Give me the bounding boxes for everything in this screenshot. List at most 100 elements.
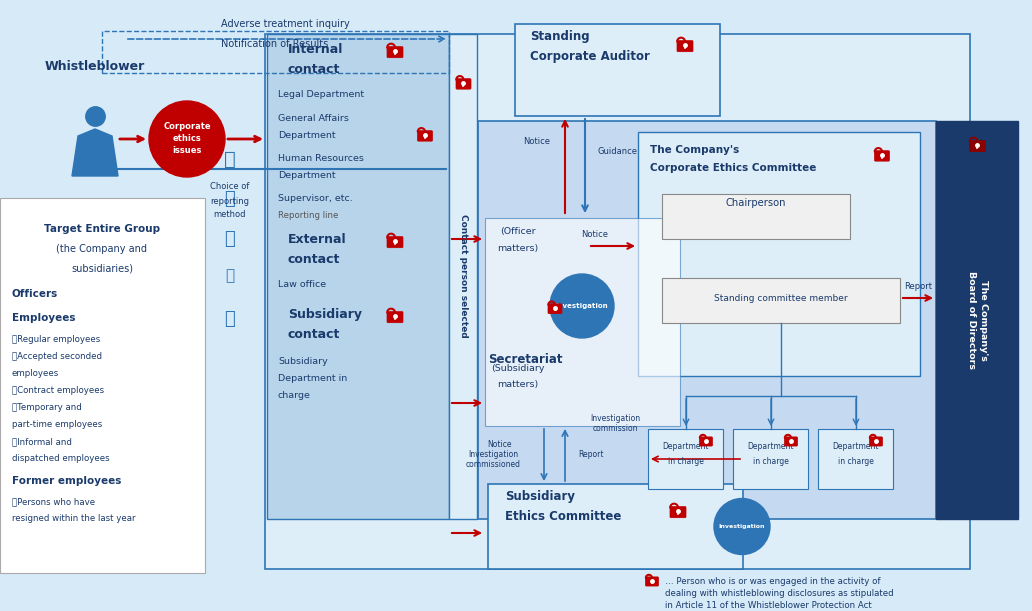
Text: Guidance: Guidance <box>598 147 638 156</box>
Text: 👥: 👥 <box>225 310 235 328</box>
Text: Contact person selected: Contact person selected <box>459 214 467 338</box>
FancyBboxPatch shape <box>874 151 890 161</box>
Text: Subsidiary: Subsidiary <box>278 357 328 366</box>
FancyBboxPatch shape <box>478 121 936 519</box>
Text: commission: commission <box>592 424 638 433</box>
FancyBboxPatch shape <box>265 34 970 569</box>
Text: issues: issues <box>172 146 201 155</box>
Text: Department: Department <box>278 171 335 180</box>
FancyBboxPatch shape <box>515 24 720 116</box>
Text: Law office: Law office <box>278 280 326 289</box>
Text: employees: employees <box>12 369 59 378</box>
FancyBboxPatch shape <box>784 437 798 446</box>
FancyBboxPatch shape <box>387 312 404 323</box>
Text: The Company's: The Company's <box>650 145 739 155</box>
Text: charge: charge <box>278 391 311 400</box>
Text: General Affairs: General Affairs <box>278 114 349 123</box>
FancyBboxPatch shape <box>733 429 808 489</box>
FancyBboxPatch shape <box>485 218 680 426</box>
Text: ethics: ethics <box>172 134 201 143</box>
Text: Department in: Department in <box>278 374 347 383</box>
Text: ・Contract employees: ・Contract employees <box>12 386 104 395</box>
Text: dealing with whistleblowing disclosures as stipulated: dealing with whistleblowing disclosures … <box>665 588 894 598</box>
FancyBboxPatch shape <box>638 132 920 376</box>
FancyBboxPatch shape <box>870 437 882 446</box>
Text: Adverse treatment inquiry: Adverse treatment inquiry <box>221 19 350 29</box>
Text: Ethics Committee: Ethics Committee <box>505 510 621 523</box>
FancyBboxPatch shape <box>670 507 686 518</box>
Text: in Article 11 of the Whistleblower Protection Act: in Article 11 of the Whistleblower Prote… <box>665 601 872 610</box>
Text: (Officer: (Officer <box>501 227 536 236</box>
Text: Whistleblower: Whistleblower <box>44 60 146 73</box>
Text: Corporate Auditor: Corporate Auditor <box>530 50 650 63</box>
Text: ・Accepted seconded: ・Accepted seconded <box>12 352 102 361</box>
Text: in charge: in charge <box>752 457 788 466</box>
Text: Department: Department <box>832 442 879 451</box>
Text: Notification of Results: Notification of Results <box>222 39 328 49</box>
Text: Department: Department <box>747 442 794 451</box>
Text: Chairperson: Chairperson <box>725 198 786 208</box>
Text: External: External <box>288 233 347 246</box>
Text: contact: contact <box>288 328 341 341</box>
Polygon shape <box>72 129 118 176</box>
Text: contact: contact <box>288 63 341 76</box>
Text: 💻: 💻 <box>225 190 235 208</box>
FancyBboxPatch shape <box>456 79 471 89</box>
Text: Former employees: Former employees <box>12 476 122 486</box>
Text: Internal: Internal <box>288 43 344 56</box>
FancyBboxPatch shape <box>818 429 893 489</box>
FancyBboxPatch shape <box>700 437 712 446</box>
Text: ・Persons who have: ・Persons who have <box>12 497 95 506</box>
Circle shape <box>714 499 770 555</box>
FancyBboxPatch shape <box>387 236 404 247</box>
Text: method: method <box>214 210 247 219</box>
Text: Investigation: Investigation <box>555 303 608 309</box>
Circle shape <box>550 274 614 338</box>
FancyBboxPatch shape <box>662 278 900 323</box>
FancyBboxPatch shape <box>677 40 694 52</box>
Text: contact: contact <box>288 253 341 266</box>
FancyBboxPatch shape <box>0 198 205 573</box>
Text: Officers: Officers <box>12 289 58 299</box>
FancyBboxPatch shape <box>267 34 449 519</box>
Text: Notice: Notice <box>523 137 550 146</box>
Text: Investigation: Investigation <box>718 524 766 529</box>
Text: Standing committee member: Standing committee member <box>714 293 848 302</box>
Text: Reporting line: Reporting line <box>278 211 338 220</box>
Text: Investigation: Investigation <box>467 450 518 459</box>
FancyBboxPatch shape <box>387 46 404 57</box>
Text: Legal Department: Legal Department <box>278 90 364 99</box>
Text: ・Temporary and: ・Temporary and <box>12 403 82 412</box>
Text: Notice: Notice <box>581 230 609 239</box>
Text: Secretariat: Secretariat <box>488 353 562 366</box>
Text: 📞: 📞 <box>224 150 236 169</box>
Text: Target Entire Group: Target Entire Group <box>44 224 160 234</box>
Text: Corporate Ethics Committee: Corporate Ethics Committee <box>650 163 816 173</box>
Text: Human Resources: Human Resources <box>278 154 364 163</box>
Text: in charge: in charge <box>668 457 704 466</box>
Text: reporting: reporting <box>211 197 250 206</box>
Text: Department: Department <box>663 442 709 451</box>
FancyBboxPatch shape <box>969 141 986 152</box>
Text: … Person who is or was engaged in the activity of: … Person who is or was engaged in the ac… <box>665 577 880 585</box>
FancyBboxPatch shape <box>488 484 743 569</box>
Text: Standing: Standing <box>530 30 589 43</box>
Text: Subsidiary: Subsidiary <box>505 490 575 503</box>
FancyBboxPatch shape <box>648 429 723 489</box>
Text: part-time employees: part-time employees <box>12 420 102 429</box>
FancyBboxPatch shape <box>418 131 432 141</box>
Text: Report: Report <box>578 450 604 459</box>
Text: Corporate: Corporate <box>163 122 211 131</box>
FancyBboxPatch shape <box>662 194 850 239</box>
FancyBboxPatch shape <box>449 34 477 519</box>
Text: Subsidiary: Subsidiary <box>288 308 362 321</box>
Text: resigned within the last year: resigned within the last year <box>12 514 135 523</box>
Text: (the Company and: (the Company and <box>57 244 148 254</box>
Text: Employees: Employees <box>12 313 75 323</box>
Text: Choice of: Choice of <box>211 182 250 191</box>
Text: The Company's
Board of Directors: The Company's Board of Directors <box>967 271 989 369</box>
Text: matters): matters) <box>497 380 539 389</box>
FancyBboxPatch shape <box>548 304 562 313</box>
Text: subsidiaries): subsidiaries) <box>71 263 133 273</box>
Text: 🖨: 🖨 <box>225 230 235 248</box>
